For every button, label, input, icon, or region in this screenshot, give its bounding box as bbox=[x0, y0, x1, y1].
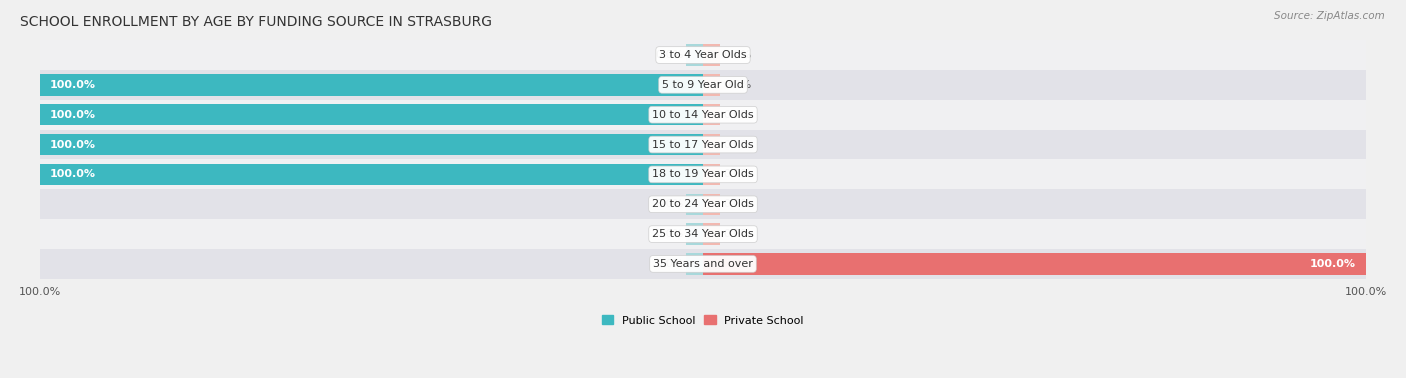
Bar bbox=[41, 219, 1365, 249]
Bar bbox=[686, 44, 703, 66]
Text: 0.0%: 0.0% bbox=[723, 139, 751, 150]
Bar bbox=[41, 74, 703, 96]
Bar bbox=[41, 189, 1365, 219]
Bar bbox=[703, 44, 720, 66]
Text: 20 to 24 Year Olds: 20 to 24 Year Olds bbox=[652, 199, 754, 209]
Bar bbox=[41, 40, 1365, 70]
Text: 5 to 9 Year Old: 5 to 9 Year Old bbox=[662, 80, 744, 90]
Text: 25 to 34 Year Olds: 25 to 34 Year Olds bbox=[652, 229, 754, 239]
Bar bbox=[686, 223, 703, 245]
Bar bbox=[703, 134, 720, 155]
Bar bbox=[41, 70, 1365, 100]
Bar bbox=[41, 130, 1365, 160]
Legend: Public School, Private School: Public School, Private School bbox=[598, 311, 808, 330]
Text: 0.0%: 0.0% bbox=[723, 199, 751, 209]
Bar bbox=[703, 223, 720, 245]
Bar bbox=[41, 104, 703, 125]
Text: 0.0%: 0.0% bbox=[723, 229, 751, 239]
Text: 3 to 4 Year Olds: 3 to 4 Year Olds bbox=[659, 50, 747, 60]
Bar bbox=[41, 249, 1365, 279]
Bar bbox=[41, 100, 1365, 130]
Bar bbox=[703, 74, 720, 96]
Bar bbox=[686, 194, 703, 215]
Text: SCHOOL ENROLLMENT BY AGE BY FUNDING SOURCE IN STRASBURG: SCHOOL ENROLLMENT BY AGE BY FUNDING SOUR… bbox=[20, 15, 492, 29]
Text: 100.0%: 100.0% bbox=[51, 169, 96, 180]
Text: 0.0%: 0.0% bbox=[723, 50, 751, 60]
Bar bbox=[703, 164, 720, 185]
Text: 0.0%: 0.0% bbox=[655, 259, 683, 269]
Bar bbox=[703, 194, 720, 215]
Text: 15 to 17 Year Olds: 15 to 17 Year Olds bbox=[652, 139, 754, 150]
Bar bbox=[41, 134, 703, 155]
Text: 100.0%: 100.0% bbox=[51, 110, 96, 120]
Text: 100.0%: 100.0% bbox=[51, 139, 96, 150]
Bar bbox=[703, 253, 1365, 275]
Bar bbox=[703, 104, 720, 125]
Text: Source: ZipAtlas.com: Source: ZipAtlas.com bbox=[1274, 11, 1385, 21]
Text: 18 to 19 Year Olds: 18 to 19 Year Olds bbox=[652, 169, 754, 180]
Bar bbox=[686, 253, 703, 275]
Text: 0.0%: 0.0% bbox=[723, 80, 751, 90]
Text: 0.0%: 0.0% bbox=[655, 229, 683, 239]
Text: 0.0%: 0.0% bbox=[723, 169, 751, 180]
Text: 100.0%: 100.0% bbox=[51, 80, 96, 90]
Text: 0.0%: 0.0% bbox=[655, 50, 683, 60]
Bar bbox=[41, 160, 1365, 189]
Text: 35 Years and over: 35 Years and over bbox=[652, 259, 754, 269]
Text: 10 to 14 Year Olds: 10 to 14 Year Olds bbox=[652, 110, 754, 120]
Text: 0.0%: 0.0% bbox=[655, 199, 683, 209]
Text: 0.0%: 0.0% bbox=[723, 110, 751, 120]
Bar bbox=[41, 164, 703, 185]
Text: 100.0%: 100.0% bbox=[1310, 259, 1355, 269]
